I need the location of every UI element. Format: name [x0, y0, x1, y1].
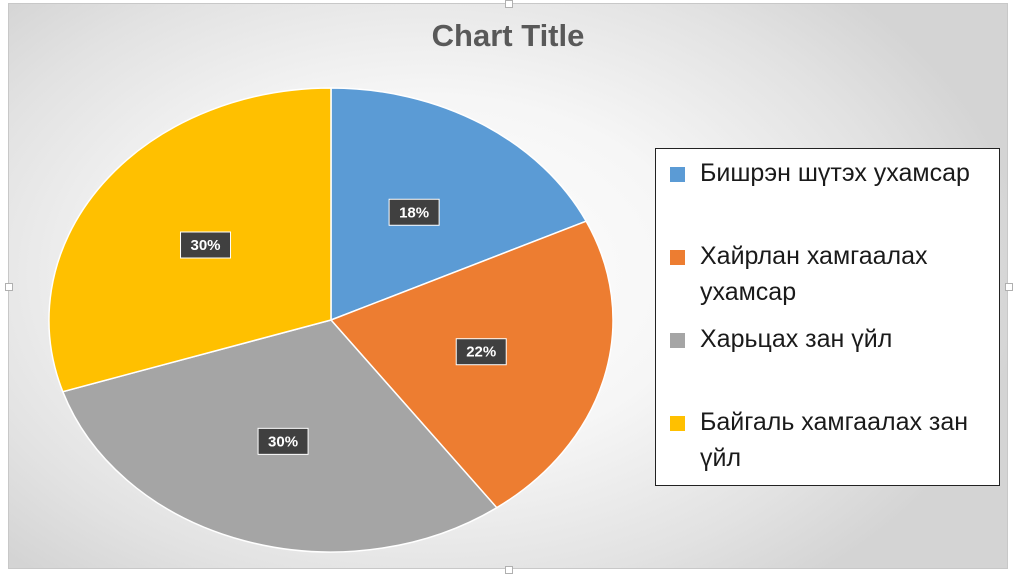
resize-handle-bottom[interactable] [505, 566, 513, 574]
data-label-text: 30% [268, 433, 298, 450]
data-label-text: 30% [191, 237, 221, 254]
legend-swatch [670, 167, 685, 182]
legend-label: Бишрэн шүтэх ухамсар [700, 159, 970, 187]
data-label-box [180, 231, 232, 259]
data-label-hairlan[interactable]: 22% [455, 338, 507, 366]
resize-handle-right[interactable] [1005, 283, 1013, 291]
legend-label: Харьцах зан үйл [700, 325, 893, 353]
data-label-box [257, 427, 309, 455]
legend-swatch [670, 333, 685, 348]
pie-slice-bishren[interactable] [330, 87, 588, 322]
legend-swatch [670, 416, 685, 431]
chart-title[interactable]: Chart Title [431, 18, 585, 53]
legend-label: Байгаль хамгаалах зан үйл [700, 408, 969, 472]
data-label-box [455, 338, 507, 366]
data-label-text: 22% [466, 344, 496, 361]
legend[interactable]: Бишрэн шүтэх ухамсар Хайрлан хамгаалах у… [655, 148, 1000, 486]
resize-handle-left[interactable] [5, 283, 13, 291]
legend-swatch [670, 250, 685, 265]
data-label-baigal[interactable]: 30% [180, 231, 232, 259]
legend-label: Хайрлан хамгаалах ухамсар [700, 242, 928, 306]
data-label-haritsah[interactable]: 30% [257, 427, 309, 455]
data-label-bishren[interactable]: 18% [388, 198, 440, 226]
resize-handle-top[interactable] [505, 0, 513, 8]
data-label-box [388, 198, 440, 226]
data-label-text: 18% [399, 204, 429, 221]
